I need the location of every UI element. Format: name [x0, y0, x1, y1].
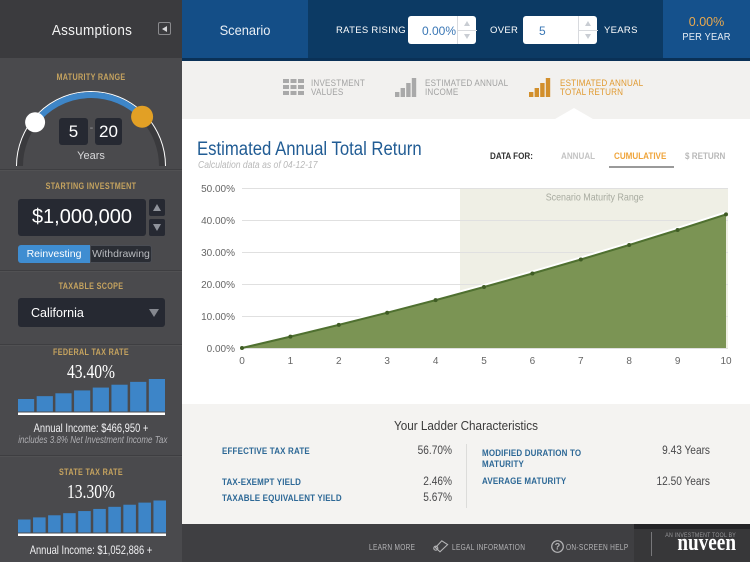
svg-text:1: 1	[288, 356, 294, 367]
svg-text:7: 7	[578, 356, 584, 367]
svg-text:10: 10	[720, 356, 732, 367]
svg-text:9: 9	[675, 356, 681, 367]
svg-text:0.00%: 0.00%	[207, 344, 235, 355]
svg-text:?: ?	[555, 542, 561, 552]
svg-text:30.00%: 30.00%	[201, 248, 235, 259]
svg-text:2: 2	[336, 356, 342, 367]
svg-text:10.00%: 10.00%	[201, 312, 235, 323]
svg-text:50.00%: 50.00%	[201, 184, 235, 195]
svg-text:4: 4	[433, 356, 439, 367]
svg-text:20.00%: 20.00%	[201, 280, 235, 291]
svg-text:5: 5	[481, 356, 487, 367]
svg-text:6: 6	[530, 356, 536, 367]
svg-text:Scenario Maturity Range: Scenario Maturity Range	[546, 192, 644, 204]
svg-text:0: 0	[239, 356, 245, 367]
svg-text:3: 3	[384, 356, 390, 367]
svg-text:40.00%: 40.00%	[201, 216, 235, 227]
svg-text:8: 8	[626, 356, 632, 367]
